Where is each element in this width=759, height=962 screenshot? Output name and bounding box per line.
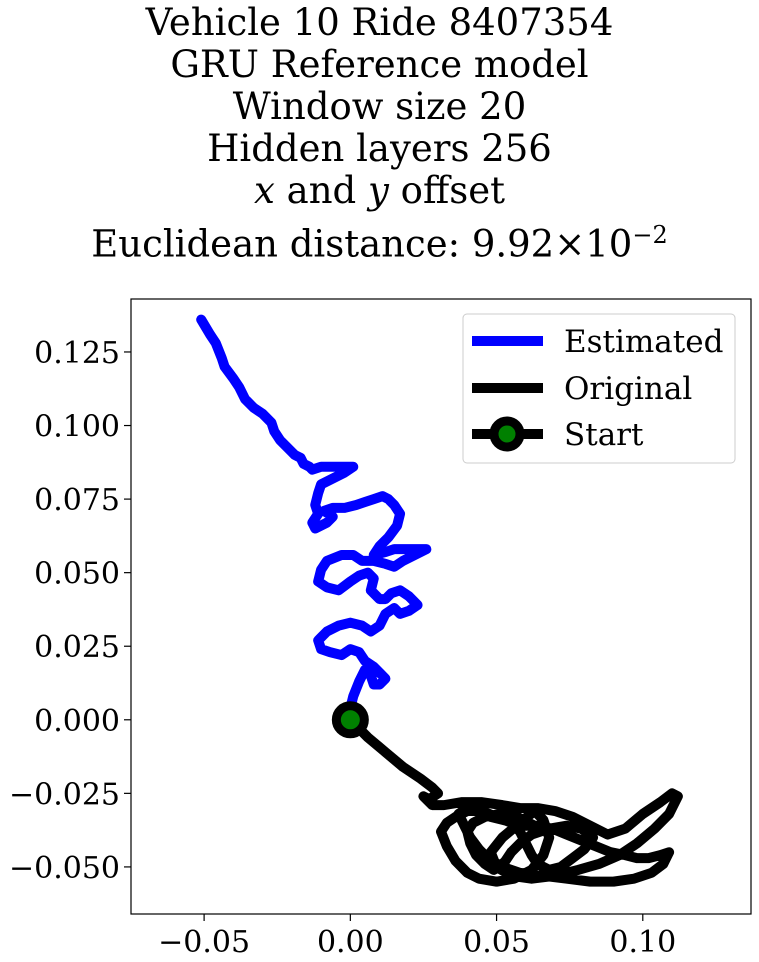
legend-label-start: Start [564, 417, 644, 453]
x-tick-label: 0.10 [609, 925, 676, 960]
x-tick-label: 0.00 [317, 925, 384, 960]
y-tick-label: −0.025 [9, 777, 120, 812]
legend-label-original: Original [564, 371, 692, 407]
x-axis: −0.05 0.00 0.05 0.10 [158, 914, 676, 960]
y-tick-label: 0.100 [34, 410, 120, 445]
title-exponent: −2 [632, 221, 668, 249]
legend: Estimated Original Start [462, 313, 736, 464]
y-tick-label: 0.125 [34, 336, 120, 371]
title-line-5: x and y offset [0, 170, 759, 212]
x-tick-label: 0.05 [463, 925, 530, 960]
start-marker [331, 701, 369, 739]
title-times: × [554, 222, 586, 266]
legend-box [462, 313, 736, 464]
series-original-line [345, 714, 683, 887]
legend-start-marker [489, 416, 525, 452]
title-var-x: x [254, 169, 275, 212]
x-tick-label: −0.05 [158, 925, 250, 960]
title-distance-prefix: Euclidean distance: 9.92 [91, 222, 555, 266]
title-base: 10 [585, 222, 633, 266]
title-and: and [274, 169, 368, 212]
legend-label-estimated: Estimated [564, 324, 723, 360]
title-var-y: y [368, 169, 389, 212]
title-offset: offset [388, 169, 505, 212]
y-tick-label: −0.050 [9, 851, 120, 886]
series-estimated-line [196, 314, 432, 714]
title-line-4: Hidden layers 256 [207, 127, 552, 170]
y-tick-label: 0.050 [34, 557, 120, 592]
title-line-1: Vehicle 10 Ride 8407354 [145, 1, 614, 44]
title-line-3: Window size 20 [232, 85, 527, 128]
y-axis: −0.050 −0.025 0.000 0.025 0.050 0.075 0.100 0.1… [9, 336, 131, 886]
title-line-2: GRU Reference model [170, 43, 589, 86]
title-line-6: Euclidean distance: 9.92×10−2 [0, 214, 759, 265]
series-layer [196, 314, 683, 887]
y-tick-label: 0.075 [34, 483, 120, 518]
y-tick-label: 0.025 [34, 630, 120, 665]
y-tick-label: 0.000 [34, 704, 120, 739]
